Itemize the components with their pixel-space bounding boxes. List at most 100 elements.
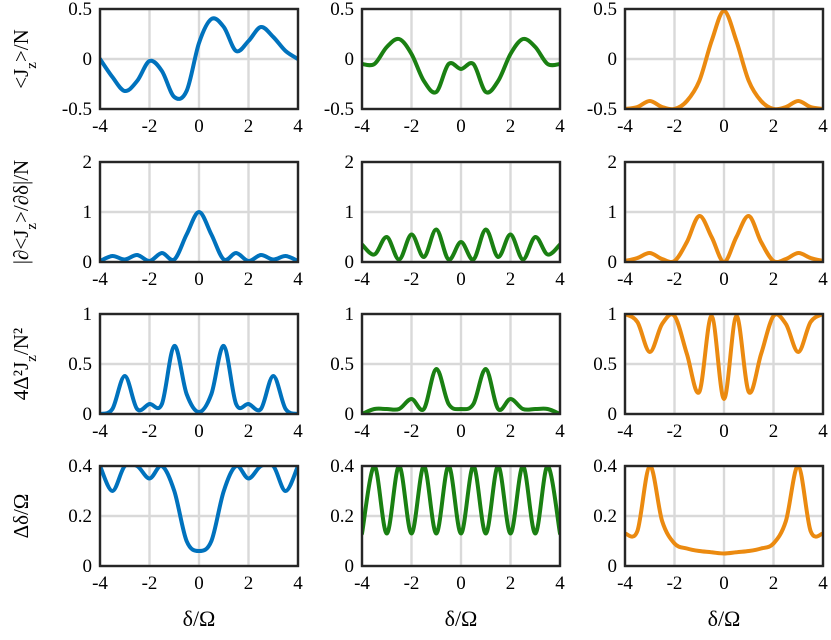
x-axis-label: δ/Ω <box>445 606 478 631</box>
x-tick-label: 2 <box>244 116 254 137</box>
x-tick-label: 2 <box>506 421 516 442</box>
y-tick-label: 0 <box>608 556 618 577</box>
x-tick-label: -2 <box>404 116 420 137</box>
y-tick-label: 0 <box>83 49 93 70</box>
x-tick-label: -2 <box>404 573 420 594</box>
x-tick-label: 0 <box>719 269 729 290</box>
y-tick-label: 0.4 <box>593 456 617 477</box>
y-tick-label: 2 <box>83 152 93 173</box>
series-line <box>362 36 560 95</box>
axes-box <box>623 464 825 568</box>
x-tick-label: 4 <box>818 116 828 137</box>
x-tick-label: -2 <box>142 573 158 594</box>
x-tick-label: 4 <box>555 116 565 137</box>
series-line <box>100 343 298 414</box>
y-tick-label: 0 <box>345 404 355 425</box>
series-line <box>362 466 560 536</box>
x-tick-label: 4 <box>293 116 303 137</box>
series-line <box>362 366 560 414</box>
y-tick-label: 0 <box>345 252 355 273</box>
x-tick-label: -4 <box>354 269 370 290</box>
x-tick-label: 4 <box>818 573 828 594</box>
y-tick-label: 1 <box>608 304 618 325</box>
x-tick-label: -4 <box>354 116 370 137</box>
x-tick-label: 2 <box>769 573 779 594</box>
x-tick-label: -4 <box>354 421 370 442</box>
y-tick-label: -0.5 <box>62 99 92 120</box>
x-tick-label: -2 <box>667 573 683 594</box>
y-tick-label: 0 <box>608 252 618 273</box>
x-tick-label: -2 <box>667 116 683 137</box>
y-tick-label: 2 <box>608 152 618 173</box>
y-tick-label: 0 <box>345 49 355 70</box>
x-tick-label: -4 <box>617 116 633 137</box>
x-tick-label: 4 <box>555 573 565 594</box>
x-tick-label: 4 <box>293 269 303 290</box>
y-tick-label: 0.2 <box>330 506 354 527</box>
x-tick-label: -2 <box>667 269 683 290</box>
series-line <box>625 466 823 556</box>
panel-r3-c2: 10.50-4 -2 0 2 4 <box>330 304 565 442</box>
y-tick-label: 0 <box>83 556 93 577</box>
row-1: <Jz>/N0.50-0.5-4 -2 0 2 40.50-0.5-4 -2 0 2 40.50… <box>9 0 828 137</box>
y-tick-label: 1 <box>83 202 93 223</box>
x-tick-label: -4 <box>354 573 370 594</box>
x-tick-label: 0 <box>719 421 729 442</box>
x-tick-label: -2 <box>404 421 420 442</box>
x-tick-label: 2 <box>769 269 779 290</box>
x-tick-label: 4 <box>818 421 828 442</box>
x-tick-label: 4 <box>555 269 565 290</box>
x-tick-label: -4 <box>92 116 108 137</box>
x-tick-label: 2 <box>244 269 254 290</box>
y-axis-label-row-4: Δδ/Ω <box>9 494 33 539</box>
y-tick-label: 0.5 <box>330 354 354 375</box>
x-tick-label: 2 <box>244 421 254 442</box>
x-tick-label: 2 <box>506 269 516 290</box>
axes-box <box>360 312 562 416</box>
series-line <box>625 9 823 109</box>
axes-box <box>360 160 562 264</box>
axes-box <box>623 312 825 416</box>
y-tick-label: 1 <box>345 202 355 223</box>
x-tick-label: 2 <box>244 573 254 594</box>
y-tick-label: 0.5 <box>593 354 617 375</box>
y-tick-label: 0.5 <box>68 354 92 375</box>
x-tick-label: 4 <box>555 421 565 442</box>
y-tick-label: 0 <box>608 404 618 425</box>
x-tick-label: -4 <box>92 573 108 594</box>
series-line <box>625 314 823 401</box>
series-line <box>100 210 298 262</box>
y-tick-label: 0 <box>83 404 93 425</box>
series-line <box>100 16 298 101</box>
x-tick-label: -4 <box>92 269 108 290</box>
x-tick-label: 0 <box>194 269 204 290</box>
x-tick-label: -2 <box>142 269 158 290</box>
x-tick-label: 0 <box>456 116 466 137</box>
y-tick-label: 0.4 <box>330 456 354 477</box>
y-tick-label: 0 <box>345 556 355 577</box>
panel-r2-c2: 210-4 -2 0 2 4 <box>345 152 566 290</box>
x-tick-label: -2 <box>142 116 158 137</box>
x-tick-label: 0 <box>194 116 204 137</box>
panel-r3-c3: 10.50-4 -2 0 2 4 <box>593 304 828 442</box>
x-axis-label: δ/Ω <box>708 606 741 631</box>
panel-r1-c3: 0.5 0 -0.5-4 -2 0 2 4 <box>587 0 828 137</box>
x-tick-label: -2 <box>667 421 683 442</box>
x-tick-label: -4 <box>617 421 633 442</box>
y-tick-label: 0.5 <box>593 0 617 20</box>
panel-r3-c1: 10.50-4 -2 0 2 4 <box>68 304 303 442</box>
x-tick-label: 0 <box>719 573 729 594</box>
axes-box <box>98 464 300 568</box>
y-tick-label: 2 <box>345 152 355 173</box>
y-tick-label: -0.5 <box>587 99 617 120</box>
y-tick-label: -0.5 <box>324 99 354 120</box>
x-tick-label: 4 <box>818 269 828 290</box>
y-axis-label-row-2: |∂<Jz>/∂δ|/N <box>9 160 40 264</box>
panel-r1-c2: 0.5 0 -0.5-4 -2 0 2 4 <box>324 0 565 137</box>
axes-box <box>98 312 300 416</box>
axes-box <box>360 7 562 111</box>
y-tick-label: 1 <box>83 304 93 325</box>
x-tick-label: 0 <box>456 269 466 290</box>
x-tick-label: 0 <box>456 573 466 594</box>
